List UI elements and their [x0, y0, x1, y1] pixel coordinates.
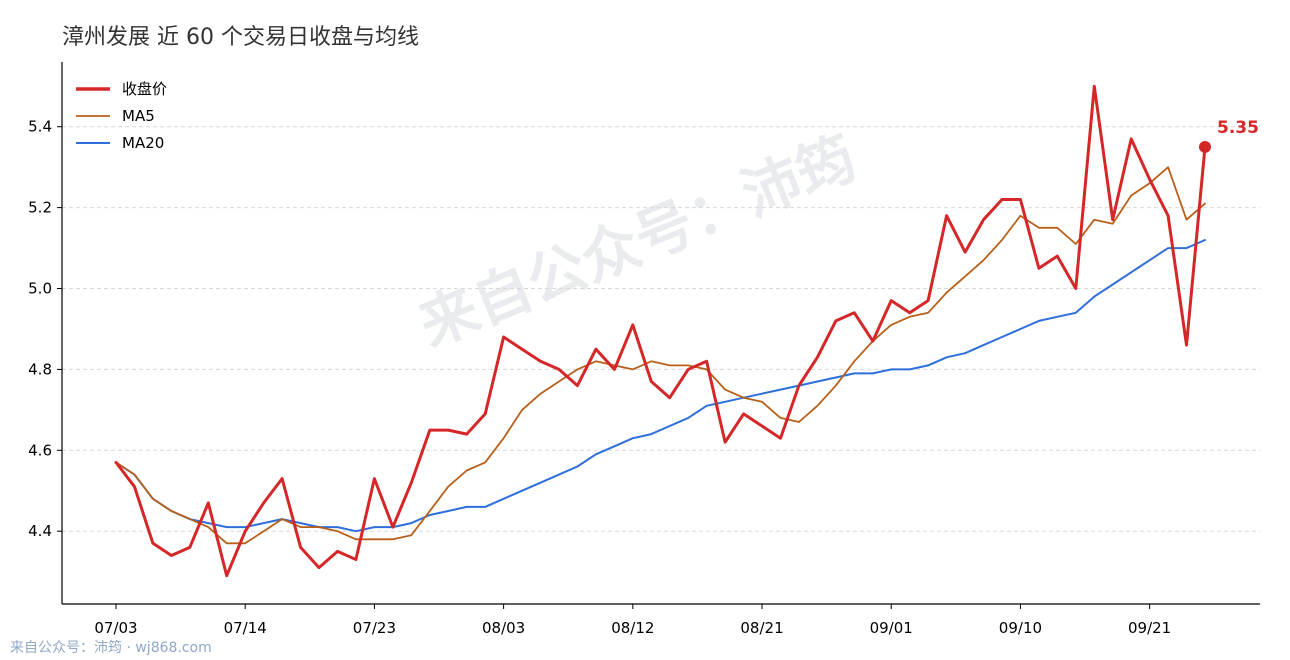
axes [61, 62, 1260, 605]
series-line-close [114, 84, 1207, 578]
footer-credit: 来自公众号：沛筠 · wj868.com [10, 639, 212, 656]
y-ticks: 4.4 4.6 4.8 5.0 5.2 5.4 [28, 118, 62, 540]
gridlines [62, 126, 1260, 532]
legend: 收盘价 MA5 MA20 [76, 80, 167, 152]
y-tick-label: 5.4 [28, 118, 52, 136]
x-tick-label: 08/21 [740, 619, 783, 637]
last-point-marker: 5.35 [1199, 118, 1259, 153]
x-tick-label: 07/14 [224, 619, 267, 637]
last-point-dot [1199, 140, 1211, 153]
x-tick-label: 09/01 [870, 619, 913, 637]
x-tick-label: 09/21 [1128, 619, 1171, 637]
x-tick-label: 08/12 [611, 619, 654, 637]
chart-title: 漳州发展 近 60 个交易日收盘与均线 [62, 25, 419, 50]
series-line-ma20 [115, 239, 1206, 533]
x-tick-label: 07/03 [94, 619, 137, 637]
legend-label: MA20 [122, 134, 164, 152]
series-lines [114, 84, 1207, 578]
x-tick-label: 07/23 [353, 619, 396, 637]
y-tick-label: 5.0 [28, 280, 52, 298]
y-tick-label: 4.4 [28, 522, 52, 540]
legend-label: 收盘价 [122, 80, 167, 98]
x-ticks: 07/03 07/14 07/23 08/03 08/12 08/21 09/01 09/10… [94, 604, 1171, 637]
y-tick-label: 4.6 [28, 441, 52, 459]
x-tick-label: 08/03 [482, 619, 525, 637]
x-tick-label: 09/10 [999, 619, 1042, 637]
watermark: 来自公众号：沛筠 [410, 123, 866, 360]
y-tick-label: 4.8 [28, 360, 52, 378]
legend-label: MA5 [122, 107, 155, 125]
y-tick-label: 5.2 [28, 199, 52, 217]
last-point-label: 5.35 [1217, 118, 1259, 138]
series-line-ma5 [115, 166, 1206, 545]
